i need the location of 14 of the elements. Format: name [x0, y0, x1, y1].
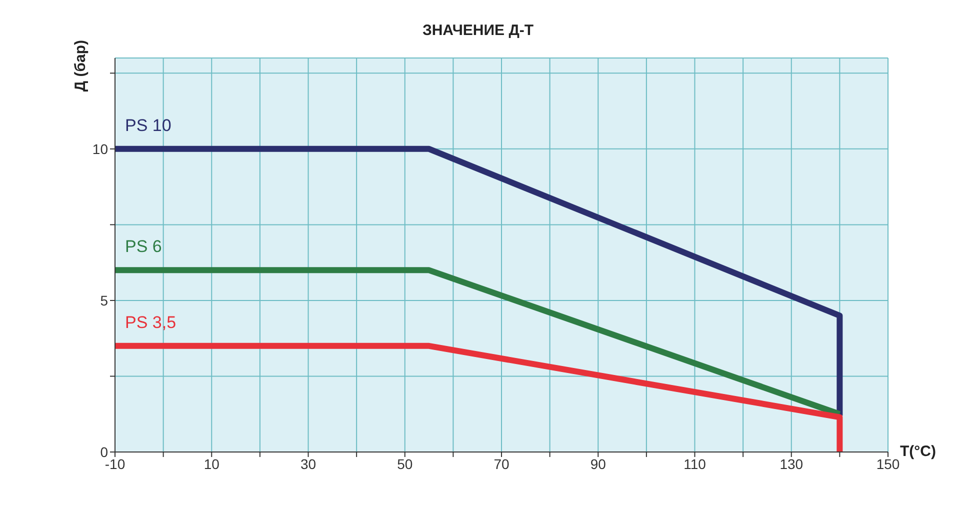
series-label: PS 6 [125, 237, 162, 256]
x-tick-label: 90 [590, 456, 606, 472]
chart-title: ЗНАЧЕНИЕ Д-Т [421, 22, 535, 39]
y-tick-label: 10 [92, 140, 108, 157]
x-tick-label: 10 [204, 456, 220, 472]
x-tick-label: 50 [397, 456, 413, 472]
x-tick-label: 150 [876, 456, 900, 472]
x-tick-label: 110 [684, 456, 706, 472]
y-tick-label: 5 [100, 292, 108, 308]
y-axis-title: Д (бар) [72, 40, 89, 92]
x-tick-label: 130 [780, 456, 804, 472]
x-tick-label: 70 [494, 456, 510, 472]
x-axis-title: T(°C) [900, 443, 936, 460]
x-tick-label: 30 [300, 456, 316, 472]
